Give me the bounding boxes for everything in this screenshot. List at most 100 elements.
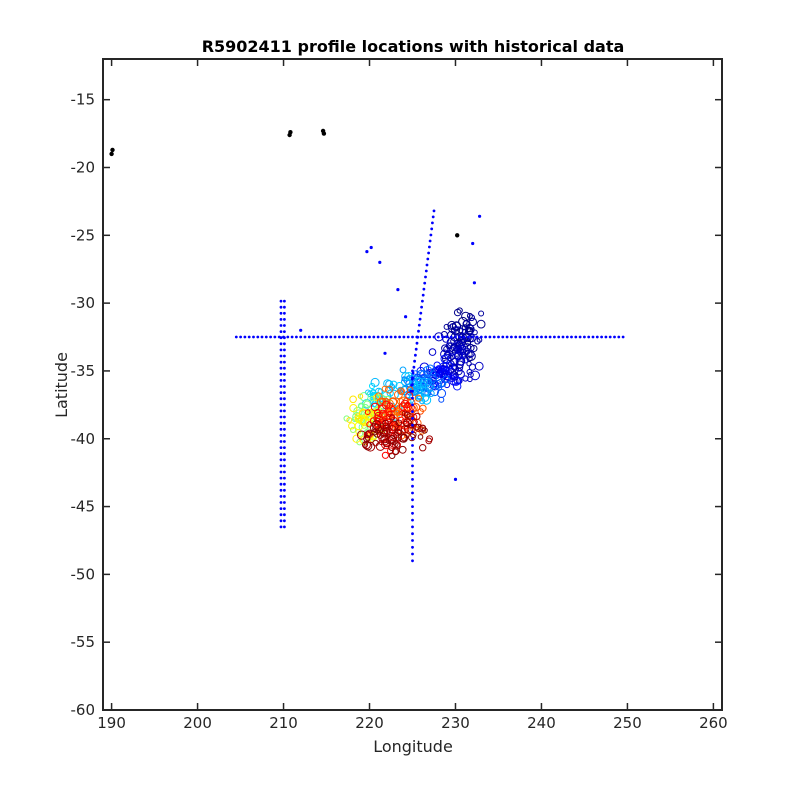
- historical-point: [283, 360, 286, 364]
- trajectory-profile-marker: [385, 436, 394, 445]
- trajectory-profile-marker: [468, 363, 476, 371]
- trajectory-profile-marker: [363, 435, 371, 443]
- trajectory-profile-marker: [381, 427, 391, 437]
- historical-point: [411, 369, 414, 373]
- historical-point: [279, 476, 283, 480]
- historical-point: [279, 366, 283, 370]
- trajectory-profile-marker: [358, 408, 369, 418]
- historical-point: [283, 513, 286, 517]
- historical-point: [411, 444, 414, 447]
- trajectory-profile-marker: [470, 344, 478, 353]
- trajectory-profile-marker: [468, 314, 476, 322]
- trajectory-profile-marker: [429, 370, 437, 377]
- historical-point: [411, 505, 414, 508]
- historical-point: [578, 335, 582, 339]
- historical-point: [247, 335, 251, 339]
- trajectory-profile-marker: [414, 387, 424, 397]
- historical-point: [303, 335, 307, 339]
- historical-point: [398, 335, 401, 339]
- historical-point: [424, 335, 427, 339]
- historical-point: [283, 318, 286, 321]
- historical-point: [283, 464, 286, 468]
- black-point: [320, 128, 326, 134]
- historical-point: [389, 335, 393, 339]
- historical-point: [411, 511, 414, 515]
- historical-point: [413, 359, 416, 363]
- historical-point: [279, 403, 283, 407]
- historical-point: [279, 385, 283, 388]
- historical-point: [462, 335, 466, 339]
- historical-point: [365, 250, 369, 254]
- trajectory-profile-marker: [374, 409, 381, 416]
- historical-point: [600, 335, 603, 339]
- historical-point: [283, 434, 286, 437]
- historical-point: [283, 299, 286, 303]
- historical-point: [283, 372, 286, 376]
- historical-point: [411, 396, 414, 400]
- historical-point: [416, 335, 420, 339]
- historical-point: [412, 365, 416, 369]
- trajectory-profile-marker: [461, 332, 471, 342]
- historical-point: [283, 446, 286, 449]
- trajectory-profile-marker: [401, 418, 408, 425]
- historical-point: [613, 335, 616, 339]
- historical-point: [484, 335, 487, 339]
- historical-point: [423, 281, 427, 285]
- trajectory-profile-marker: [413, 423, 420, 431]
- historical-point: [279, 464, 283, 468]
- trajectory-profile-marker: [448, 347, 457, 356]
- trajectory-profile-marker: [455, 356, 466, 366]
- trajectory-profile-marker: [428, 348, 437, 356]
- historical-point: [471, 335, 475, 339]
- trajectory-profile-marker: [365, 441, 376, 452]
- trajectory-profile-marker: [453, 382, 462, 391]
- trajectory-profile-marker: [466, 312, 473, 319]
- historical-point: [553, 335, 556, 339]
- historical-point: [501, 335, 505, 339]
- historical-point: [428, 239, 432, 243]
- y-tick-label: -25: [71, 226, 96, 244]
- historical-point: [283, 501, 286, 504]
- trajectory-profile-marker: [346, 417, 353, 423]
- trajectory-profile-marker: [456, 344, 463, 351]
- historical-point: [514, 335, 518, 339]
- trajectory-profile-marker: [414, 423, 423, 432]
- historical-point: [421, 293, 425, 297]
- historical-point: [329, 335, 333, 339]
- historical-point: [283, 324, 286, 327]
- trajectory-profile-marker: [357, 430, 367, 440]
- historical-point: [363, 335, 367, 339]
- historical-point: [312, 335, 315, 339]
- trajectory-profile-marker: [350, 426, 357, 433]
- historical-point: [279, 488, 283, 492]
- historical-point: [421, 299, 424, 303]
- historical-point: [432, 209, 436, 213]
- trajectory-profile-marker: [478, 310, 485, 317]
- historical-point: [299, 335, 303, 339]
- y-tick-label: -30: [71, 294, 96, 312]
- historical-point: [417, 323, 421, 327]
- trajectory-profile-marker: [364, 430, 372, 438]
- historical-point: [424, 275, 427, 279]
- trajectory-profile-marker: [470, 370, 481, 381]
- trajectory-profile-marker: [370, 377, 380, 387]
- historical-point: [279, 318, 283, 321]
- x-tick-label: 240: [527, 714, 556, 732]
- trajectory-profile-marker: [363, 413, 372, 421]
- historical-point: [424, 269, 428, 273]
- historical-point: [279, 434, 283, 437]
- trajectory-profile-marker: [401, 410, 408, 417]
- trajectory-profile-marker: [349, 395, 357, 404]
- historical-point: [467, 335, 470, 339]
- historical-point: [436, 335, 440, 339]
- x-axis-label: Longitude: [373, 737, 453, 756]
- historical-point: [409, 389, 413, 393]
- trajectory-profile-marker: [455, 364, 464, 372]
- historical-point: [583, 335, 586, 339]
- historical-point: [283, 415, 286, 419]
- trajectory-profile-marker: [466, 350, 475, 358]
- historical-point: [411, 552, 414, 556]
- historical-point: [410, 377, 414, 381]
- historical-point: [283, 476, 286, 480]
